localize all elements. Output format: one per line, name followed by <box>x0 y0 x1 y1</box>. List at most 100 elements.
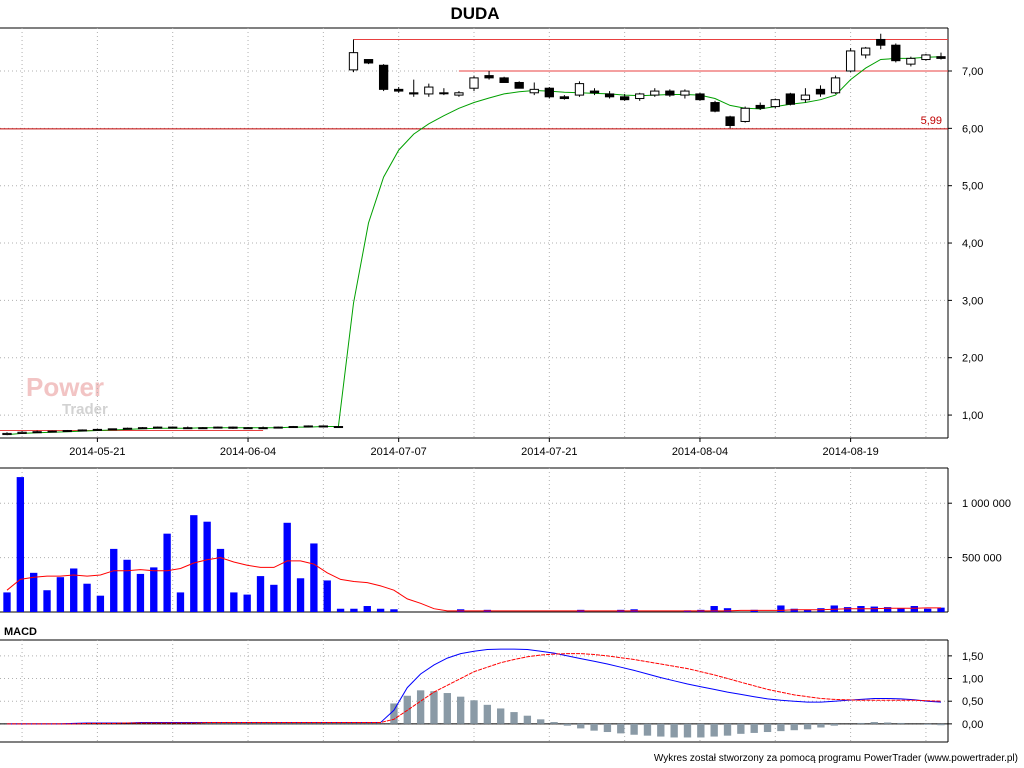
candle-body <box>333 426 344 429</box>
macd-histogram-bar <box>937 723 945 726</box>
candle-body <box>876 38 886 46</box>
volume-bar <box>256 576 265 612</box>
volume-bar <box>350 608 358 612</box>
candle-body <box>650 90 660 96</box>
macd-histogram-bar <box>630 723 638 735</box>
macd-histogram-bar <box>643 723 652 736</box>
price-y-tick-label: 6,00 <box>962 123 983 135</box>
macd-histogram-bar <box>430 691 438 724</box>
macd-histogram-bar <box>657 723 665 737</box>
volume-bar <box>883 607 892 612</box>
candle-body <box>891 44 901 62</box>
macd-histogram-bar <box>883 722 892 724</box>
volume-bar <box>56 577 65 612</box>
candle-body <box>815 88 826 95</box>
candle-body <box>544 87 554 98</box>
macd-histogram-bar <box>443 693 451 724</box>
volume-bar <box>176 592 185 612</box>
macd-histogram-bar <box>763 723 772 733</box>
candle-body <box>273 426 283 429</box>
volume-bar <box>937 607 945 612</box>
volume-y-tick-label: 500 000 <box>962 553 1002 565</box>
macd-histogram-bar <box>590 723 598 731</box>
candle-body <box>92 428 103 431</box>
volume-bar <box>870 606 878 612</box>
volume-panel: 500 000 1 000 000 <box>0 467 1011 613</box>
candle-body <box>168 426 178 429</box>
macd-signal-line <box>7 653 942 725</box>
volume-average-line <box>6 557 941 612</box>
watermark-power: Power <box>26 372 104 402</box>
macd-histogram-bar <box>390 703 398 724</box>
candle-body <box>47 430 57 433</box>
candle-body <box>2 432 12 436</box>
macd-histogram-bar <box>670 723 678 738</box>
macd-histogram-bar <box>470 700 478 724</box>
volume-bar <box>16 477 25 612</box>
candle-body <box>559 96 570 100</box>
candle-body <box>680 90 690 96</box>
price-x-tick-label: 2014-07-07 <box>371 446 427 458</box>
volume-bar <box>283 522 291 612</box>
candle-body <box>740 107 750 122</box>
candle-body <box>198 427 208 430</box>
candle-body <box>845 50 856 72</box>
candle-body <box>710 102 720 112</box>
candle-body <box>529 88 539 94</box>
macd-histogram-bar <box>750 723 758 733</box>
candle-body <box>213 426 223 429</box>
footer-credit: Wykres został stworzony za pomocą progra… <box>654 753 1018 764</box>
volume-bar <box>70 568 78 612</box>
macd-histogram-bar <box>697 723 705 738</box>
volume-bar <box>363 606 371 612</box>
volume-bar <box>710 606 718 612</box>
price-x-tick-label: 2014-08-19 <box>822 446 878 458</box>
candle-body <box>77 429 87 432</box>
price-y-tick-label: 2,00 <box>962 353 983 365</box>
macd-histogram-bar <box>456 696 465 724</box>
volume-bar <box>123 559 131 612</box>
volume-bar <box>390 609 398 612</box>
macd-histogram-bar <box>870 722 878 724</box>
volume-bar <box>110 548 118 612</box>
macd-histogram-bar <box>683 723 692 738</box>
macd-y-tick-label: 0,50 <box>962 696 983 708</box>
candle-body <box>830 77 841 94</box>
price-y-tick-label: 3,00 <box>962 295 983 307</box>
candle-body <box>635 93 645 100</box>
candle-body <box>921 54 931 61</box>
candle-body <box>424 86 434 95</box>
candle-body <box>936 56 946 59</box>
macd-y-tick-label: 0,00 <box>962 719 983 731</box>
volume-bar <box>923 608 932 612</box>
volume-bar <box>30 572 38 612</box>
candle-body <box>318 425 328 428</box>
candle-body <box>303 425 313 428</box>
volume-bar <box>3 592 11 612</box>
volume-bar <box>790 608 798 612</box>
macd-histogram-bar <box>510 712 518 724</box>
candle-body <box>514 81 524 89</box>
macd-histogram-bar <box>497 708 505 724</box>
candle-body <box>800 94 811 101</box>
candle-body <box>499 77 509 83</box>
candle-body <box>62 430 72 433</box>
volume-bar <box>323 580 331 612</box>
price-level-label: 5,99 <box>921 115 942 127</box>
volume-bar <box>230 592 238 612</box>
volume-bar <box>190 515 198 612</box>
volume-bar <box>216 548 225 612</box>
candle-body <box>153 426 163 429</box>
price-x-tick-label: 2014-05-21 <box>69 446 125 458</box>
candle-body <box>620 96 630 101</box>
candle-body <box>755 104 765 109</box>
candle-body <box>725 116 735 126</box>
price-y-tick-label: 7,00 <box>962 66 983 78</box>
macd-histogram-bar <box>483 704 492 724</box>
watermark-trader: Trader <box>62 401 108 418</box>
volume-bar <box>910 606 918 612</box>
macd-histogram-bar <box>617 723 625 734</box>
candle-body <box>258 427 268 430</box>
candle-body <box>122 427 133 430</box>
